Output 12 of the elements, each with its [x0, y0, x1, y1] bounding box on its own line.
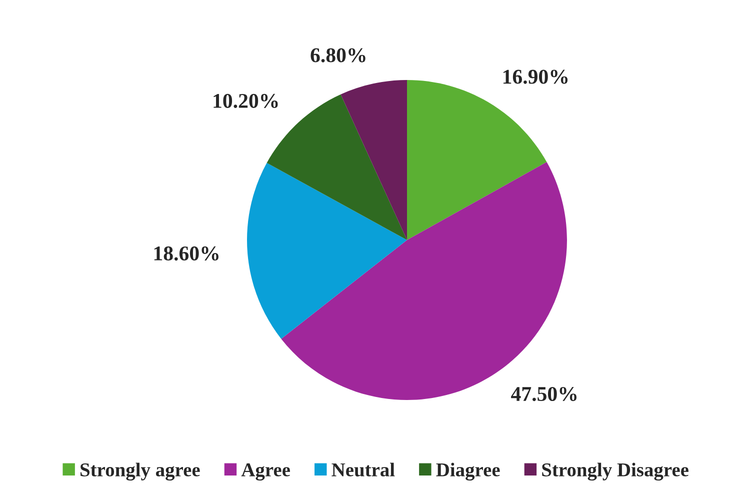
- legend-label: Strongly Disagree: [542, 462, 688, 480]
- legend-label: Strongly agree: [80, 462, 200, 480]
- data-label: 6.80%: [310, 48, 366, 62]
- data-label: 16.90%: [503, 70, 568, 84]
- data-label: 10.20%: [214, 94, 278, 108]
- pie-slice: [340, 80, 407, 240]
- data-label: 47.50%: [511, 386, 577, 402]
- legend-label: Neutral: [332, 462, 395, 476]
- legend-label: Diagree: [436, 462, 500, 480]
- legend-label: Agree: [241, 463, 290, 480]
- data-label: 18.60%: [154, 246, 218, 261]
- pie-slice: [247, 162, 407, 339]
